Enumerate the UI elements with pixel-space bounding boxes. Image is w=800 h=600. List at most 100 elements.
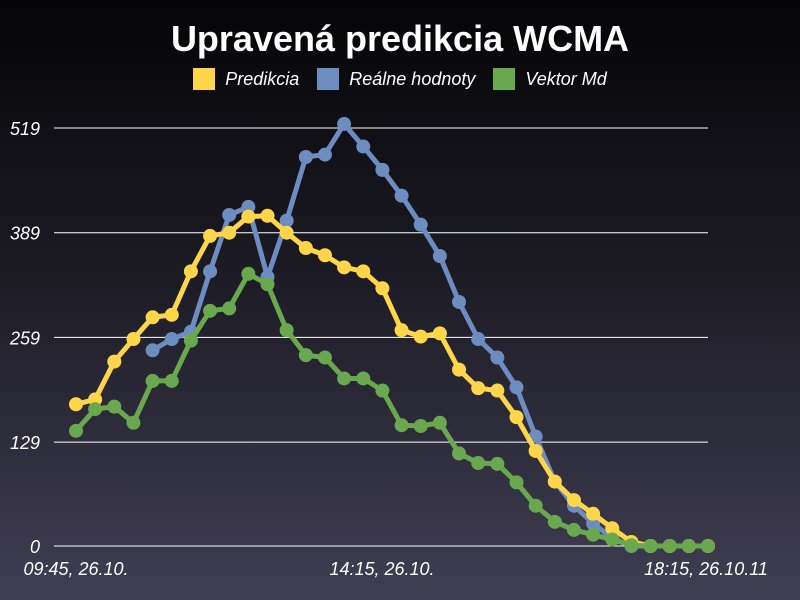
data-point-vektor-md bbox=[471, 456, 486, 471]
data-point-vektor-md bbox=[547, 514, 562, 529]
data-point-predikcia bbox=[164, 307, 179, 322]
data-point-realne-hodnoty bbox=[241, 199, 256, 214]
series-line-predikcia bbox=[73, 213, 711, 549]
data-point-predikcia bbox=[471, 381, 486, 396]
data-point-vektor-md bbox=[643, 539, 658, 553]
data-point-predikcia bbox=[260, 208, 275, 223]
data-point-predikcia bbox=[145, 310, 160, 325]
data-point-predikcia bbox=[528, 443, 543, 458]
data-point-vektor-md bbox=[452, 446, 467, 461]
data-point-predikcia bbox=[605, 521, 620, 536]
legend: Predikcia Reálne hodnoty Vektor Md bbox=[0, 68, 800, 90]
data-point-vektor-md bbox=[413, 418, 428, 433]
data-point-realne-hodnoty bbox=[452, 294, 467, 309]
data-point-vektor-md bbox=[490, 456, 505, 471]
data-point-predikcia bbox=[566, 493, 581, 508]
data-point-predikcia bbox=[509, 410, 524, 425]
data-point-realne-hodnoty bbox=[413, 217, 428, 232]
data-point-predikcia bbox=[547, 474, 562, 489]
x-tick-label: 14:15, 26.10. bbox=[329, 559, 434, 579]
data-point-vektor-md bbox=[356, 371, 371, 386]
y-tick-label: 129 bbox=[10, 433, 40, 453]
data-point-vektor-md bbox=[298, 348, 313, 363]
legend-swatch-vektor-md bbox=[493, 68, 516, 90]
data-point-predikcia bbox=[298, 241, 313, 256]
data-point-predikcia bbox=[394, 323, 409, 338]
series-vektor-md bbox=[69, 266, 715, 553]
data-point-vektor-md bbox=[586, 527, 601, 542]
legend-swatch-realne-hodnoty bbox=[317, 68, 340, 90]
legend-item-predikcia: Predikcia bbox=[193, 68, 299, 90]
data-point-realne-hodnoty bbox=[394, 188, 409, 203]
data-point-vektor-md bbox=[241, 266, 256, 281]
data-point-realne-hodnoty bbox=[279, 213, 294, 228]
data-point-vektor-md bbox=[69, 423, 83, 438]
legend-label-realne-hodnoty: Reálne hodnoty bbox=[349, 68, 476, 89]
data-point-vektor-md bbox=[317, 350, 332, 365]
data-point-vektor-md bbox=[203, 303, 218, 318]
data-point-predikcia bbox=[337, 260, 352, 275]
data-point-realne-hodnoty bbox=[432, 249, 447, 264]
y-tick-label: 0 bbox=[30, 537, 40, 557]
y-tick-label: 519 bbox=[10, 119, 40, 139]
data-point-predikcia bbox=[69, 397, 83, 412]
data-point-realne-hodnoty bbox=[586, 516, 601, 531]
data-point-realne-hodnoty bbox=[222, 207, 237, 222]
data-point-vektor-md bbox=[260, 277, 275, 292]
data-point-predikcia bbox=[279, 225, 294, 240]
data-point-vektor-md bbox=[279, 323, 294, 338]
data-point-vektor-md bbox=[566, 522, 581, 537]
data-point-predikcia bbox=[356, 264, 371, 279]
data-point-vektor-md bbox=[605, 532, 620, 547]
data-point-vektor-md bbox=[528, 498, 543, 513]
data-point-predikcia bbox=[452, 362, 467, 377]
legend-swatch-predikcia bbox=[193, 68, 216, 90]
data-point-realne-hodnoty bbox=[317, 147, 332, 162]
data-point-realne-hodnoty bbox=[164, 332, 179, 347]
data-point-vektor-md bbox=[509, 475, 524, 490]
data-point-predikcia bbox=[88, 392, 103, 407]
data-point-realne-hodnoty bbox=[509, 380, 524, 395]
data-point-predikcia bbox=[183, 264, 198, 279]
data-point-predikcia bbox=[375, 281, 390, 296]
legend-item-vektor-md: Vektor Md bbox=[493, 68, 607, 90]
data-point-vektor-md bbox=[183, 333, 198, 348]
data-point-vektor-md bbox=[164, 373, 179, 388]
data-point-vektor-md bbox=[681, 539, 696, 553]
data-point-realne-hodnoty bbox=[298, 149, 313, 164]
data-point-predikcia bbox=[413, 329, 428, 344]
y-tick-label: 259 bbox=[9, 328, 40, 348]
data-point-realne-hodnoty bbox=[337, 116, 352, 131]
data-point-vektor-md bbox=[662, 539, 677, 553]
legend-label-predikcia: Predikcia bbox=[225, 68, 300, 89]
y-tick-label: 389 bbox=[10, 224, 40, 244]
data-point-predikcia bbox=[203, 228, 218, 243]
data-point-realne-hodnoty bbox=[490, 350, 505, 365]
data-point-realne-hodnoty bbox=[375, 162, 390, 177]
series-line-vektor-md bbox=[73, 271, 711, 549]
data-point-vektor-md bbox=[337, 371, 352, 386]
legend-item-realne-hodnoty: Reálne hodnoty bbox=[317, 68, 475, 90]
data-point-predikcia bbox=[317, 248, 332, 263]
legend-label-vektor-md: Vektor Md bbox=[525, 68, 607, 89]
data-point-predikcia bbox=[126, 332, 141, 347]
data-point-vektor-md bbox=[222, 301, 237, 316]
data-point-vektor-md bbox=[126, 415, 141, 430]
data-point-predikcia bbox=[107, 354, 122, 369]
data-point-vektor-md bbox=[701, 539, 715, 553]
data-point-vektor-md bbox=[145, 373, 160, 388]
data-point-realne-hodnoty bbox=[356, 139, 371, 154]
data-point-vektor-md bbox=[432, 415, 447, 430]
x-tick-label: 09:45, 26.10. bbox=[23, 559, 128, 579]
chart-title: Upravená predikcia WCMA bbox=[170, 18, 630, 59]
data-point-realne-hodnoty bbox=[203, 264, 218, 279]
data-point-vektor-md bbox=[375, 383, 390, 398]
data-point-vektor-md bbox=[107, 399, 122, 414]
data-point-vektor-md bbox=[88, 402, 103, 417]
data-point-predikcia bbox=[241, 209, 256, 224]
data-point-vektor-md bbox=[394, 418, 409, 433]
data-point-predikcia bbox=[222, 225, 237, 240]
data-point-predikcia bbox=[586, 506, 601, 521]
